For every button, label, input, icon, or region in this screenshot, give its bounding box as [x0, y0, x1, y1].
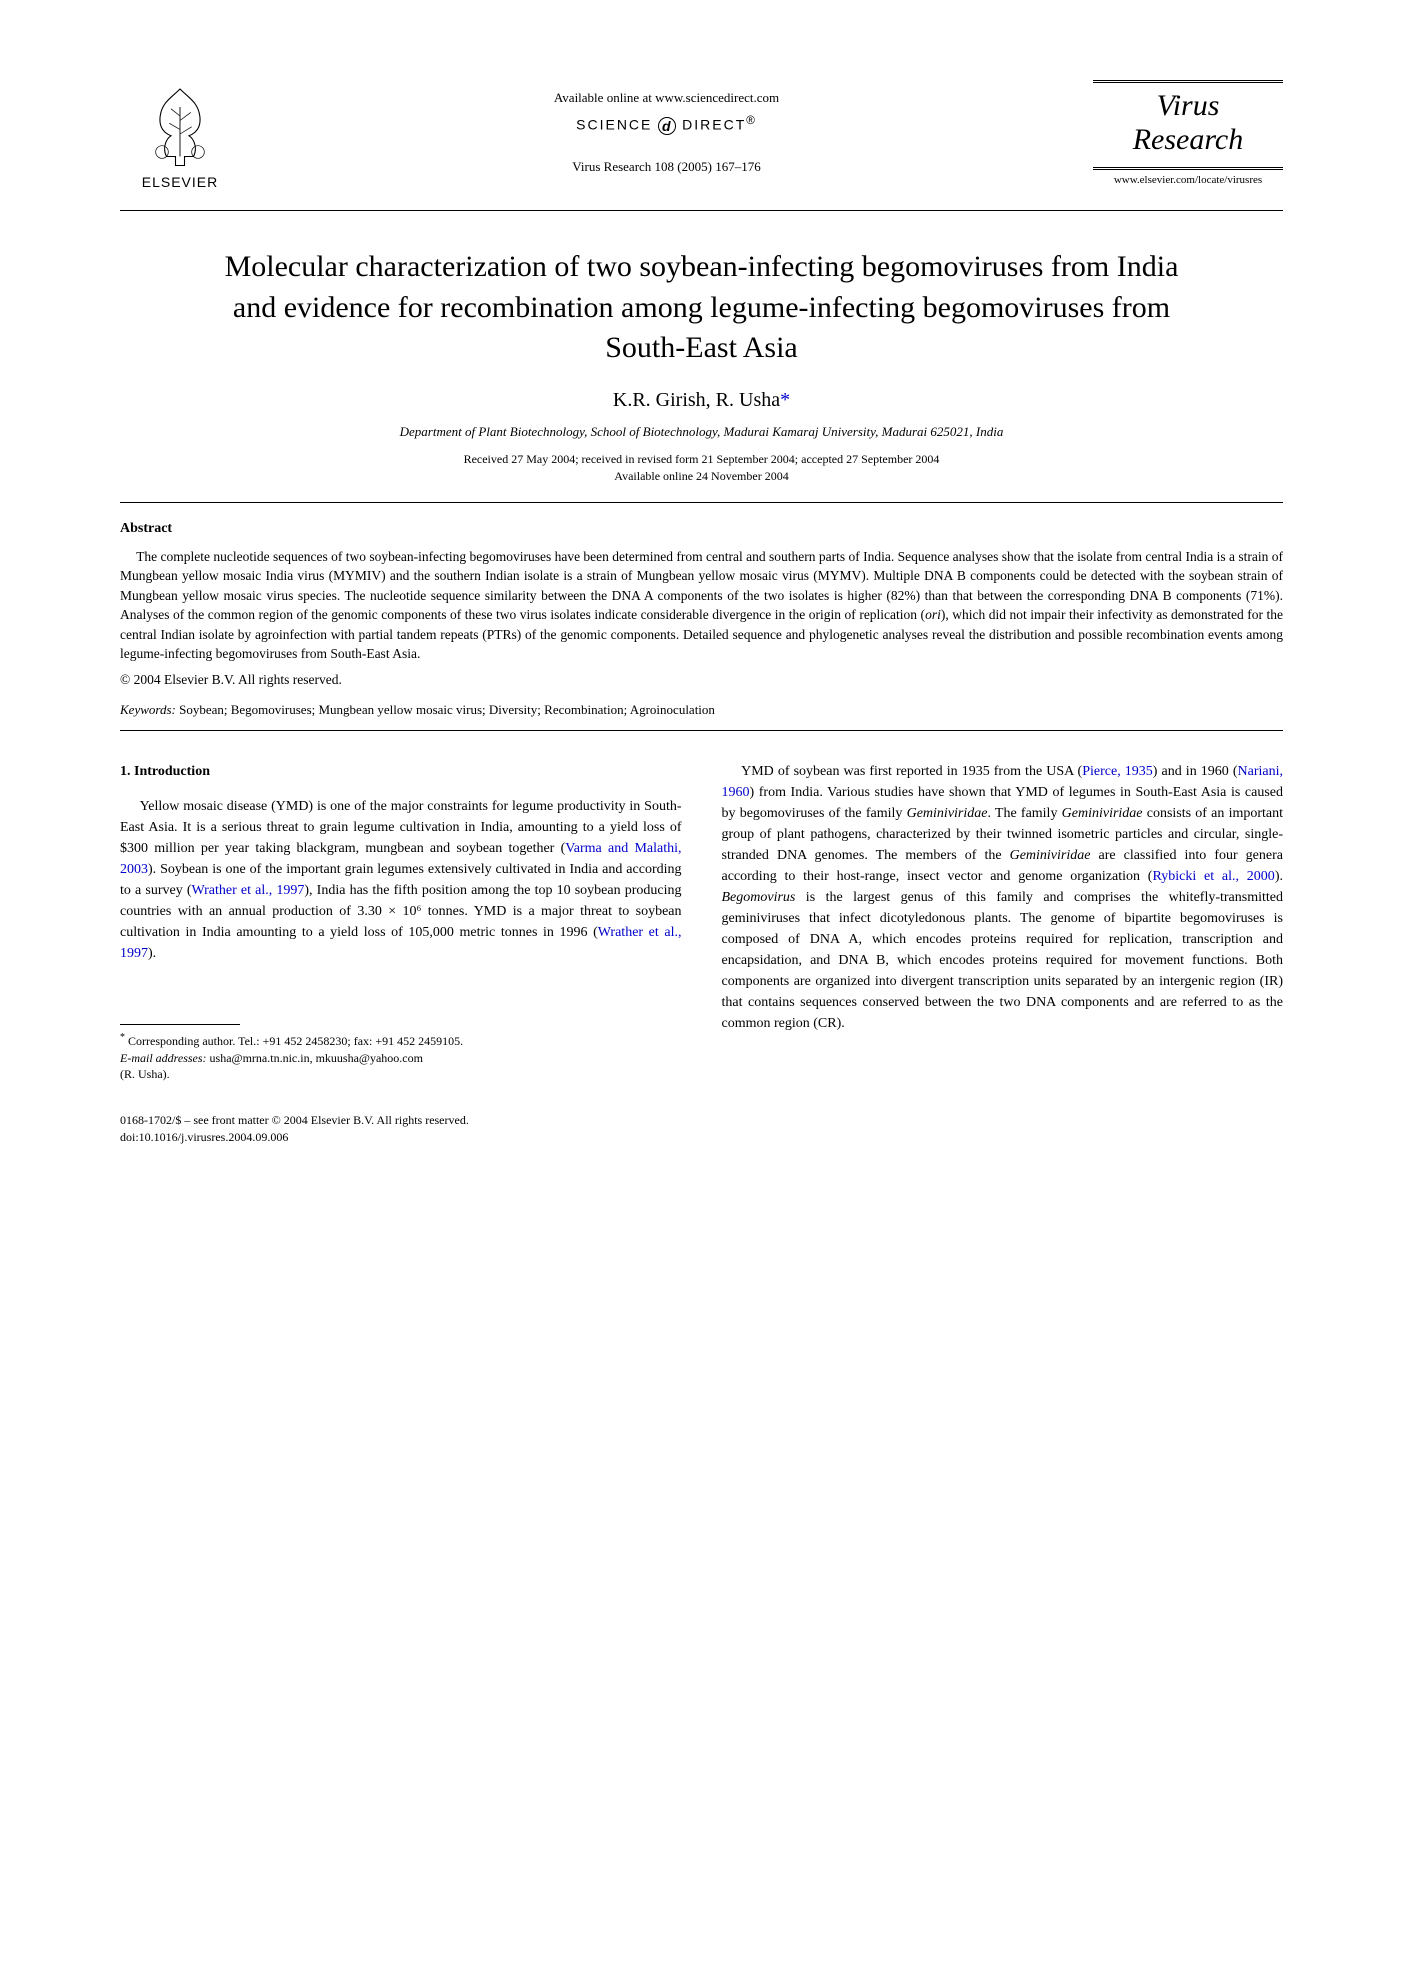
italic-term: Geminiviridae [907, 806, 988, 821]
corresponding-mark: * [780, 389, 790, 411]
citation-link[interactable]: Wrather et al., 1997 [191, 883, 304, 898]
publisher-label: ELSEVIER [142, 174, 218, 190]
text-run: is the largest genus of this family and … [722, 890, 1284, 1031]
footnote-line1: Corresponding author. Tel.: +91 452 2458… [128, 1034, 463, 1048]
author-names: K.R. Girish, R. Usha [613, 389, 780, 411]
page-header: ELSEVIER Available online at www.science… [120, 80, 1283, 190]
history-dates: Received 27 May 2004; received in revise… [120, 452, 1283, 467]
keywords-text: Soybean; Begomoviruses; Mungbean yellow … [176, 702, 715, 717]
authors: K.R. Girish, R. Usha* [120, 389, 1283, 412]
text-run: YMD of soybean was first reported in 193… [741, 764, 1082, 779]
available-online-date: Available online 24 November 2004 [120, 469, 1283, 484]
sciencedirect-logo: SCIENCE d DIRECT® [240, 114, 1093, 135]
journal-title-box: Virus Research [1093, 80, 1283, 170]
journal-block: Virus Research www.elsevier.com/locate/v… [1093, 80, 1283, 186]
available-online-text: Available online at www.sciencedirect.co… [240, 90, 1093, 106]
abstract-heading: Abstract [120, 521, 1283, 537]
intro-paragraph-1: Yellow mosaic disease (YMD) is one of th… [120, 796, 682, 964]
footnote-rule [120, 1024, 240, 1025]
footnote-attribution: (R. Usha). [120, 1067, 170, 1081]
elsevier-tree-icon [135, 80, 225, 170]
journal-name-line2: Research [1093, 123, 1283, 157]
keywords-label: Keywords: [120, 702, 176, 717]
abstract-body: The complete nucleotide sequences of two… [120, 549, 1283, 662]
intro-paragraph-2: YMD of soybean was first reported in 193… [722, 761, 1284, 1034]
footnote-email-label: E-mail addresses: [120, 1051, 207, 1065]
column-left: 1. Introduction Yellow mosaic disease (Y… [120, 761, 682, 1083]
corresponding-footnote: * Corresponding author. Tel.: +91 452 24… [120, 1031, 682, 1083]
column-right: YMD of soybean was first reported in 193… [722, 761, 1284, 1083]
divider-below-keywords [120, 730, 1283, 731]
text-run: ). [1275, 869, 1283, 884]
divider-top [120, 210, 1283, 211]
text-run: . The family [987, 806, 1061, 821]
journal-name-line1: Virus [1093, 89, 1283, 123]
footer-doi: doi:10.1016/j.virusres.2004.09.006 [120, 1130, 1283, 1145]
divider-above-abstract [120, 502, 1283, 503]
footer-front-matter: 0168-1702/$ – see front matter © 2004 El… [120, 1113, 1283, 1128]
text-run: ) and in 1960 ( [1153, 764, 1238, 779]
italic-term: Geminiviridae [1062, 806, 1143, 821]
journal-url: www.elsevier.com/locate/virusres [1093, 174, 1283, 186]
abstract-text: The complete nucleotide sequences of two… [120, 547, 1283, 664]
section-heading-intro: 1. Introduction [120, 761, 682, 782]
article-title: Molecular characterization of two soybea… [222, 247, 1182, 369]
citation-line: Virus Research 108 (2005) 167–176 [240, 159, 1093, 175]
header-center: Available online at www.sciencedirect.co… [240, 80, 1093, 175]
footnote-emails: usha@mrna.tn.nic.in, mkuusha@yahoo.com [207, 1051, 423, 1065]
citation-link[interactable]: Rybicki et al., 2000 [1152, 869, 1274, 884]
body-columns: 1. Introduction Yellow mosaic disease (Y… [120, 761, 1283, 1083]
keywords-line: Keywords: Soybean; Begomoviruses; Mungbe… [120, 702, 1283, 718]
text-run: ). [148, 946, 156, 961]
footnote-star-icon: * [120, 1032, 125, 1043]
abstract-copyright: © 2004 Elsevier B.V. All rights reserved… [120, 672, 1283, 688]
citation-link[interactable]: Pierce, 1935 [1082, 764, 1153, 779]
italic-term: Begomovirus [722, 890, 796, 905]
affiliation: Department of Plant Biotechnology, Schoo… [120, 424, 1283, 440]
italic-term: Geminiviridae [1010, 848, 1091, 863]
publisher-block: ELSEVIER [120, 80, 240, 190]
